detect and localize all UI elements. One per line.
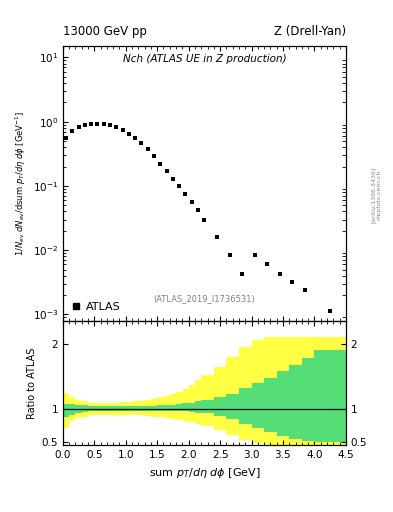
Y-axis label: Ratio to ATLAS: Ratio to ATLAS bbox=[28, 347, 37, 419]
Text: 13000 GeV pp: 13000 GeV pp bbox=[63, 26, 147, 38]
X-axis label: sum $p_T/d\eta\ d\phi$ [GeV]: sum $p_T/d\eta\ d\phi$ [GeV] bbox=[149, 466, 260, 480]
Y-axis label: $1/N_\mathit{ev}\ dN_\mathit{ev}/\mathrm{dsum}\ p_T/d\eta\ d\phi\ \mathrm{[GeV^{: $1/N_\mathit{ev}\ dN_\mathit{ev}/\mathrm… bbox=[14, 111, 28, 256]
Text: (ATLAS_2019_I1736531): (ATLAS_2019_I1736531) bbox=[154, 294, 255, 303]
Text: Nch (ATLAS UE in Z production): Nch (ATLAS UE in Z production) bbox=[123, 54, 286, 65]
Text: Z (Drell-Yan): Z (Drell-Yan) bbox=[274, 26, 346, 38]
Text: [arXiv:1306.3436]: [arXiv:1306.3436] bbox=[371, 166, 376, 223]
Text: mcplots.cern.ch: mcplots.cern.ch bbox=[377, 169, 382, 220]
Legend: ATLAS: ATLAS bbox=[68, 298, 124, 315]
